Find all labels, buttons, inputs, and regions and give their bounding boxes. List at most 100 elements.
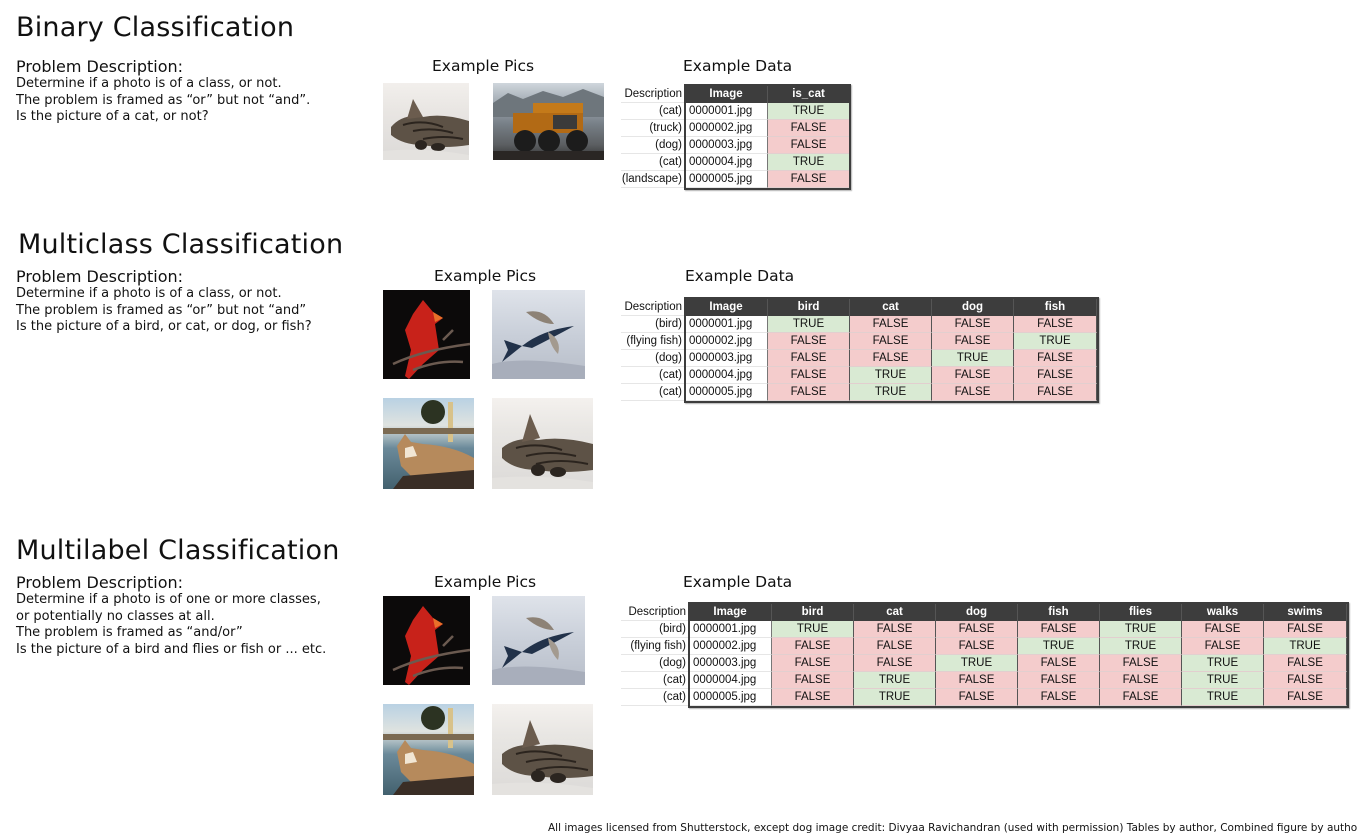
photo-truck	[493, 83, 604, 160]
cell-value: FALSE	[932, 316, 1014, 333]
cell-value: FALSE	[932, 367, 1014, 384]
row-description: (cat)	[621, 103, 685, 120]
cell-value: FALSE	[768, 350, 850, 367]
row-image-filename: 0000002.jpg	[685, 120, 768, 137]
table-row: (flying fish) 0000002.jpg FALSE FALSE FA…	[621, 333, 1097, 350]
row-image-filename: 0000005.jpg	[689, 689, 772, 706]
fish-image-icon	[492, 311, 585, 379]
cell-value: FALSE	[772, 689, 854, 706]
cell-value: FALSE	[936, 638, 1018, 655]
cell-value: FALSE	[1018, 621, 1100, 638]
cell-value: FALSE	[1014, 316, 1097, 333]
row-image-filename: 0000003.jpg	[685, 350, 768, 367]
cell-value: FALSE	[1264, 672, 1347, 689]
example-data-heading: Example Data	[683, 573, 793, 591]
cell-value: TRUE	[1182, 672, 1264, 689]
cell-value: TRUE	[936, 655, 1018, 672]
table-row: (cat) 0000005.jpg FALSE TRUE FALSE FALSE…	[621, 689, 1347, 706]
example-pics-heading: Example Pics	[432, 57, 535, 75]
table-row: (flying fish) 0000002.jpg FALSE FALSE FA…	[621, 638, 1347, 655]
column-header-cat: cat	[854, 604, 936, 621]
row-description: (cat)	[621, 689, 689, 706]
example-data-table-multiclass: Description Image bird cat dog fish (bir…	[621, 297, 1099, 403]
cell-value: FALSE	[772, 655, 854, 672]
cell-value: TRUE	[1264, 638, 1347, 655]
cell-value: FALSE	[1018, 689, 1100, 706]
row-image-filename: 0000003.jpg	[685, 137, 768, 154]
cell-value: FALSE	[768, 367, 850, 384]
table-desc-header: Description	[621, 299, 685, 316]
problem-heading: Problem Description:	[16, 57, 184, 76]
row-description: (dog)	[621, 655, 689, 672]
table-row: (cat) 0000004.jpg FALSE TRUE FALSE FALSE…	[621, 672, 1347, 689]
cell-value: FALSE	[936, 672, 1018, 689]
column-header-walks: walks	[1182, 604, 1264, 621]
cell-value: TRUE	[768, 154, 850, 171]
cell-value: TRUE	[1018, 638, 1100, 655]
cell-value: TRUE	[1014, 333, 1097, 350]
cell-value: TRUE	[850, 384, 932, 401]
row-image-filename: 0000001.jpg	[685, 103, 768, 120]
photo-flying-fish	[492, 290, 585, 379]
problem-line: Determine if a photo is of one or more c…	[16, 592, 321, 607]
bird-image-icon	[392, 300, 470, 379]
table-header-row: Description Image bird cat dog fish	[621, 299, 1097, 316]
row-description: (flying fish)	[621, 638, 689, 655]
row-description: (bird)	[621, 621, 689, 638]
row-description: (dog)	[621, 137, 685, 154]
example-data-table-binary: Description Image is_cat (cat) 0000001.j…	[621, 84, 851, 190]
row-image-filename: 0000004.jpg	[685, 154, 768, 171]
table-row: (landscape) 0000005.jpg FALSE	[621, 171, 850, 188]
row-description: (flying fish)	[621, 333, 685, 350]
cell-value: TRUE	[1182, 655, 1264, 672]
row-description: (dog)	[621, 350, 685, 367]
cell-value: FALSE	[854, 638, 936, 655]
cell-value: FALSE	[850, 316, 932, 333]
example-pics-heading: Example Pics	[434, 573, 537, 591]
column-header-bird: bird	[772, 604, 854, 621]
column-header-fish: fish	[1014, 299, 1097, 316]
problem-line: Determine if a photo is of a class, or n…	[16, 76, 282, 91]
cell-value: FALSE	[854, 621, 936, 638]
cell-value: FALSE	[1100, 672, 1182, 689]
row-image-filename: 0000001.jpg	[685, 316, 768, 333]
table-header-row: Description Image is_cat	[621, 86, 850, 103]
cell-value: FALSE	[768, 137, 850, 154]
cell-value: FALSE	[1100, 689, 1182, 706]
column-header-image: Image	[685, 86, 768, 103]
table-row: (dog) 0000003.jpg FALSE FALSE TRUE FALSE…	[621, 655, 1347, 672]
cell-value: FALSE	[1182, 621, 1264, 638]
cell-value: TRUE	[768, 316, 850, 333]
cell-value: FALSE	[1018, 655, 1100, 672]
cell-value: FALSE	[1264, 655, 1347, 672]
problem-heading: Problem Description:	[16, 267, 184, 286]
example-data-heading: Example Data	[683, 57, 793, 75]
row-description: (cat)	[621, 672, 689, 689]
problem-description-binary: Problem Description: Determine if a phot…	[16, 58, 310, 126]
cell-value: TRUE	[854, 689, 936, 706]
row-description: (bird)	[621, 316, 685, 333]
cell-value: TRUE	[1100, 621, 1182, 638]
table-row: (truck) 0000002.jpg FALSE	[621, 120, 850, 137]
table-row: (bird) 0000001.jpg TRUE FALSE FALSE FALS…	[621, 316, 1097, 333]
column-header-dog: dog	[932, 299, 1014, 316]
photo-cardinal-bird	[383, 596, 470, 685]
row-description: (landscape)	[621, 171, 685, 188]
table-row: (dog) 0000003.jpg FALSE FALSE TRUE FALSE	[621, 350, 1097, 367]
cell-value: FALSE	[1264, 689, 1347, 706]
photo-cat	[383, 83, 469, 160]
example-pics-heading: Example Pics	[434, 267, 537, 285]
cell-value: FALSE	[850, 333, 932, 350]
table-row: (cat) 0000004.jpg FALSE TRUE FALSE FALSE	[621, 367, 1097, 384]
cell-value: FALSE	[936, 689, 1018, 706]
photo-flying-fish	[492, 596, 585, 685]
row-description: (cat)	[621, 367, 685, 384]
problem-description-multiclass: Problem Description: Determine if a phot…	[16, 268, 312, 336]
problem-description-multilabel: Problem Description: Determine if a phot…	[16, 574, 326, 658]
cell-value: TRUE	[768, 103, 850, 120]
cell-value: FALSE	[936, 621, 1018, 638]
truck-image-icon	[493, 89, 604, 160]
cell-value: TRUE	[1100, 638, 1182, 655]
image-credits-footer: All images licensed from Shutterstock, e…	[548, 822, 1358, 834]
cell-value: TRUE	[1182, 689, 1264, 706]
